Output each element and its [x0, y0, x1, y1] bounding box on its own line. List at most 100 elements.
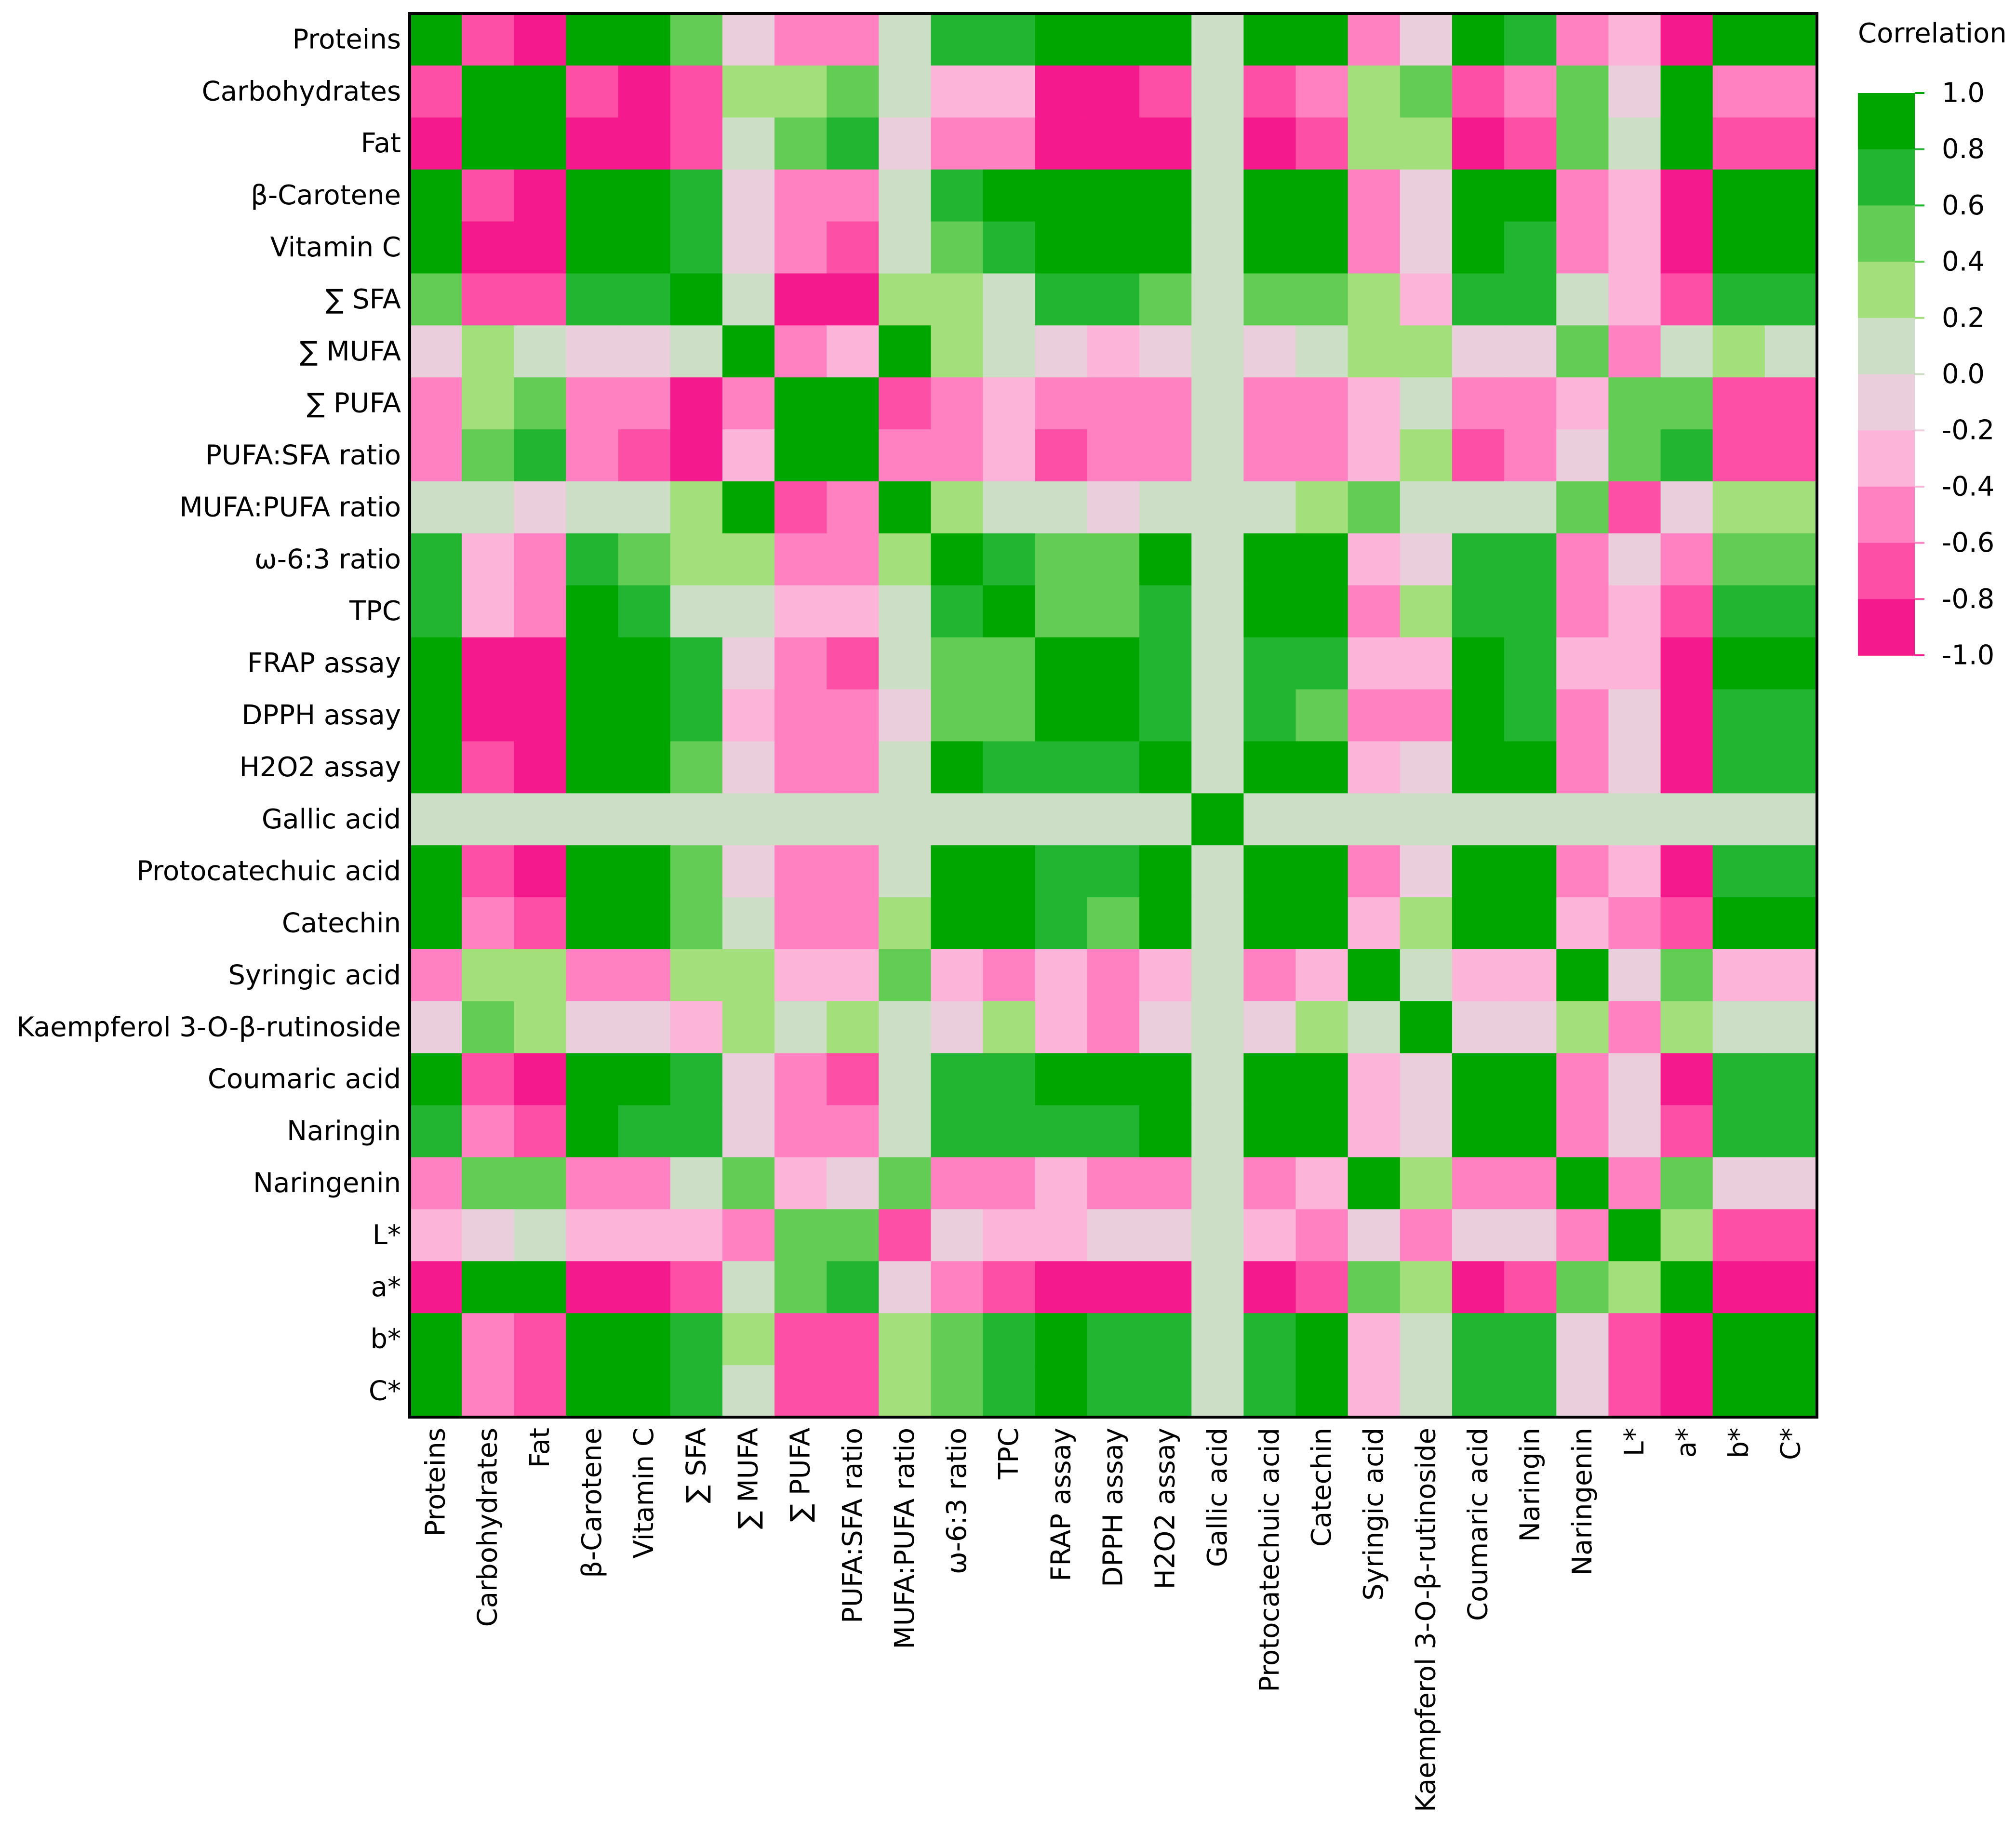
heatmap-cell	[1243, 65, 1296, 118]
heatmap-cell	[827, 533, 880, 586]
heatmap-cell	[1764, 845, 1817, 898]
heatmap-cell	[618, 949, 671, 1002]
heatmap-cell	[1191, 481, 1244, 534]
heatmap-cell	[931, 533, 984, 586]
heatmap-cell	[1504, 741, 1557, 794]
heatmap-cell	[1608, 65, 1661, 118]
heatmap-cell	[1295, 793, 1348, 846]
heatmap-cell	[1608, 377, 1661, 430]
heatmap-cell	[1608, 845, 1661, 898]
heatmap-cell	[879, 585, 932, 638]
column-label-l: L*	[1619, 1428, 1650, 1456]
heatmap-cell	[410, 1313, 462, 1366]
heatmap-cell	[1295, 1053, 1348, 1106]
heatmap-cell	[618, 65, 671, 118]
heatmap-cell	[1400, 949, 1453, 1002]
heatmap-cell	[514, 1105, 567, 1158]
heatmap-cell	[1556, 65, 1609, 118]
heatmap-cell	[1608, 429, 1661, 482]
heatmap-cell	[1400, 481, 1453, 534]
heatmap-cell	[879, 845, 932, 898]
heatmap-cell	[462, 845, 515, 898]
heatmap-cell	[1712, 1313, 1765, 1366]
heatmap-cell	[514, 1001, 567, 1054]
heatmap-cell	[1660, 169, 1713, 222]
heatmap-cell	[1035, 741, 1088, 794]
heatmap-cell	[1139, 1105, 1192, 1158]
heatmap-cell	[1087, 585, 1140, 638]
heatmap-cell	[1139, 117, 1192, 170]
heatmap-cell	[931, 637, 984, 690]
heatmap-cell	[1035, 585, 1088, 638]
heatmap-cell	[1348, 949, 1401, 1002]
heatmap-cell	[827, 793, 880, 846]
row-label-catechin: Catechin	[282, 908, 401, 939]
heatmap-cell	[410, 1053, 462, 1106]
heatmap-cell	[1608, 117, 1661, 170]
heatmap-cell	[1764, 221, 1817, 274]
heatmap-cell	[514, 169, 567, 222]
row-label-mufa: ∑ MUFA	[300, 336, 401, 367]
heatmap-cell	[1608, 949, 1661, 1002]
heatmap-cell	[983, 325, 1036, 378]
heatmap-cell	[1660, 65, 1713, 118]
heatmap-cell	[1556, 325, 1609, 378]
column-label-mufa-pufa-ratio: MUFA:PUFA ratio	[889, 1428, 921, 1649]
heatmap-cell	[1556, 1313, 1609, 1366]
heatmap-cell	[1139, 65, 1192, 118]
column-label-6-3-ratio: ω-6:3 ratio	[941, 1428, 973, 1574]
heatmap-cell	[566, 429, 619, 482]
heatmap-cell	[618, 1157, 671, 1210]
heatmap-cell	[1452, 637, 1505, 690]
heatmap-cell	[1764, 481, 1817, 534]
heatmap-cell	[879, 949, 932, 1002]
heatmap-cell	[1348, 377, 1401, 430]
heatmap-cell	[774, 1313, 827, 1366]
heatmap-cell	[1087, 13, 1140, 66]
heatmap-cell	[462, 1053, 515, 1106]
heatmap-cell	[827, 1209, 880, 1262]
heatmap-cell	[1191, 273, 1244, 326]
row-labels: Proteins Carbohydrates Fat β-Carotene Vitami…	[16, 24, 401, 1407]
heatmap-cell	[1243, 949, 1296, 1002]
heatmap-cell	[1712, 1157, 1765, 1210]
heatmap-cell	[410, 1209, 462, 1262]
column-label-naringin: Naringin	[1515, 1428, 1546, 1542]
heatmap-cell	[931, 1209, 984, 1262]
heatmap-cell	[1660, 1053, 1713, 1106]
heatmap-cell	[566, 13, 619, 66]
legend-title: Correlation	[1858, 18, 2007, 49]
heatmap-cell	[1660, 1157, 1713, 1210]
legend-color-bar	[1858, 93, 1915, 656]
heatmap-cell	[1608, 1365, 1661, 1418]
heatmap-cell	[566, 481, 619, 534]
heatmap-cell	[1295, 845, 1348, 898]
heatmap-cell	[566, 1105, 619, 1158]
heatmap-cell	[514, 1313, 567, 1366]
heatmap-cell	[1764, 741, 1817, 794]
heatmap-cell	[827, 1313, 880, 1366]
heatmap-cell	[1400, 585, 1453, 638]
heatmap-cell	[462, 65, 515, 118]
heatmap-cell	[1348, 481, 1401, 534]
legend-color-segment	[1858, 430, 1915, 487]
column-label-carbohydrates: Carbohydrates	[472, 1428, 504, 1627]
heatmap-cell	[983, 273, 1036, 326]
column-label-proteins: Proteins	[420, 1428, 452, 1536]
heatmap-cell	[670, 377, 723, 430]
heatmap-cell	[983, 1209, 1036, 1262]
heatmap-cell	[1556, 637, 1609, 690]
heatmap-cell	[462, 585, 515, 638]
heatmap-cell	[1243, 689, 1296, 742]
heatmap-cell	[514, 897, 567, 950]
heatmap-cell	[1348, 65, 1401, 118]
legend-tick-label: 0.0	[1942, 358, 1985, 390]
heatmap-cell	[514, 273, 567, 326]
heatmap-cell	[1452, 325, 1505, 378]
heatmap-cell	[827, 1261, 880, 1314]
heatmap-cell	[1764, 13, 1817, 66]
heatmap-cell	[1400, 637, 1453, 690]
heatmap-cell	[566, 221, 619, 274]
heatmap-cell	[462, 13, 515, 66]
heatmap-cell	[1452, 533, 1505, 586]
